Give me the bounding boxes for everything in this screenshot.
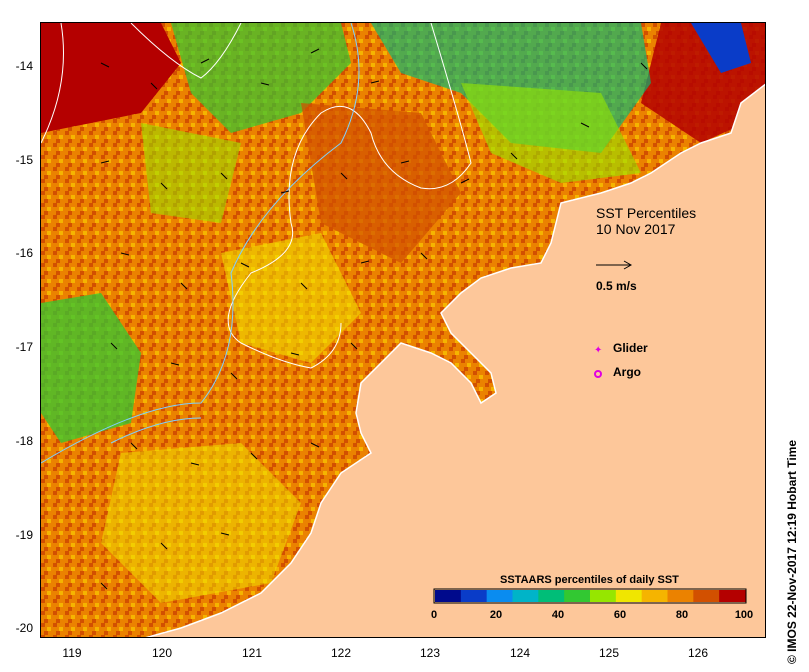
- colorbar-tick: 60: [613, 609, 627, 621]
- colorbar-title: SSTAARS percentiles of daily SST: [500, 574, 679, 586]
- region-blue-nw: [691, 23, 751, 73]
- bathymetry-contour: [41, 23, 360, 464]
- colorbar-swatch: [719, 590, 746, 602]
- y-tick-label: -18: [15, 434, 33, 448]
- colorbar-swatch: [538, 590, 565, 602]
- vector-scale-label: 0.5 m/s: [596, 279, 637, 293]
- legend-argo: Argo: [613, 365, 641, 379]
- legend-glider: Glider: [613, 341, 648, 355]
- y-tick-label: -20: [15, 621, 33, 635]
- region-high-percentile: [41, 23, 181, 133]
- bathymetry-contour: [41, 23, 64, 144]
- colorbar-tick: 20: [489, 609, 503, 621]
- bathymetry-contour: [110, 417, 202, 444]
- y-tick-label: -19: [15, 528, 33, 542]
- colorbar-swatch: [564, 590, 591, 602]
- bathymetry-contour: [130, 23, 242, 79]
- x-tick-label: 124: [509, 646, 531, 660]
- y-tick-label: -16: [15, 246, 33, 260]
- credit-label: © IMOS 22-Nov-2017 12:19 Hobart Time: [785, 439, 799, 664]
- colorbar-swatch: [615, 590, 643, 602]
- sst-map: ✦: [41, 23, 765, 637]
- map-date: 10 Nov 2017: [596, 221, 676, 237]
- map-title: SST Percentiles: [596, 205, 697, 221]
- glider-marker: ✦: [594, 345, 602, 356]
- x-tick-label: 126: [687, 646, 709, 660]
- colorbar-swatch: [435, 590, 462, 602]
- colorbar: [433, 588, 747, 604]
- colorbar-swatch: [512, 590, 539, 602]
- region-yellow-sw: [101, 443, 301, 603]
- colorbar-tick: 40: [551, 609, 565, 621]
- colorbar-swatch: [590, 590, 617, 602]
- bathymetry-contour: [227, 23, 472, 369]
- colorbar-swatch: [460, 590, 488, 602]
- region-yellow-central: [221, 233, 361, 363]
- map-panel: ✦: [40, 22, 766, 638]
- y-tick-label: -14: [15, 59, 33, 73]
- y-tick-label: -15: [15, 153, 33, 167]
- x-tick-label: 122: [330, 646, 352, 660]
- colorbar-tick: 0: [430, 609, 438, 621]
- colorbar-swatch: [486, 590, 513, 602]
- colorbar-swatch: [641, 590, 668, 602]
- y-tick-label: -17: [15, 340, 33, 354]
- vector-scale-arrowhead: [623, 260, 633, 270]
- colorbar-swatch: [693, 590, 720, 602]
- region-yellow-ne: [461, 83, 641, 183]
- region-green-west: [41, 293, 141, 443]
- colorbar-tick: 100: [734, 609, 754, 621]
- x-tick-label: 120: [151, 646, 173, 660]
- x-tick-label: 125: [598, 646, 620, 660]
- colorbar-swatch: [667, 590, 694, 602]
- region-green-nw-band: [141, 123, 241, 223]
- land-australia: [145, 83, 765, 637]
- x-tick-label: 119: [62, 646, 82, 660]
- x-tick-label: 123: [419, 646, 441, 660]
- argo-marker: [594, 370, 602, 378]
- colorbar-border: [433, 588, 747, 604]
- colorbar-tick: 80: [675, 609, 689, 621]
- x-tick-label: 121: [241, 646, 263, 660]
- current-vectors: [100, 48, 648, 590]
